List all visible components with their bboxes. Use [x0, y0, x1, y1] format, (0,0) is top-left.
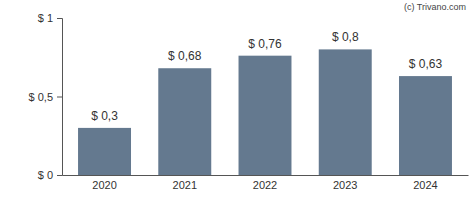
- chart: $ 0$ 0,5$ 120202021202220232024$ 0,3$ 0,…: [0, 0, 470, 200]
- bar: [319, 49, 372, 175]
- data-label: $ 0,63: [409, 57, 443, 71]
- x-tick-label: 2022: [253, 179, 277, 191]
- y-tick: $ 1: [38, 12, 62, 24]
- bar: [239, 56, 292, 175]
- x-tick: 2024: [413, 175, 437, 191]
- bar: [399, 76, 452, 175]
- data-label: $ 0,68: [168, 49, 202, 63]
- x-tick: 2022: [253, 175, 277, 191]
- data-label: $ 0,8: [332, 30, 359, 44]
- y-tick-label: $ 0,5: [29, 91, 53, 103]
- x-tick-label: 2020: [92, 179, 116, 191]
- bars: [78, 49, 452, 175]
- y-tick-label: $ 0: [38, 169, 53, 181]
- x-tick: 2021: [173, 175, 197, 191]
- y-tick-mark: [57, 18, 62, 19]
- y-axis: $ 0 $ 0,5 $ 1: [29, 12, 63, 181]
- data-label: $ 0,76: [248, 37, 282, 51]
- y-tick-label: $ 1: [38, 12, 53, 24]
- bar: [158, 68, 211, 175]
- data-label: $ 0,3: [91, 109, 118, 123]
- y-tick: $ 0,5: [29, 91, 62, 103]
- y-tick-mark: [57, 175, 62, 176]
- annotations: (c) Trivano.com: [404, 2, 466, 12]
- y-tick-mark: [57, 97, 62, 98]
- x-tick-label: 2024: [413, 179, 437, 191]
- x-axis-line: [63, 175, 469, 176]
- x-tick: 2023: [333, 175, 357, 191]
- y-axis-line: [57, 19, 63, 176]
- data-labels: $ 0,3 $ 0,68 $ 0,76 $ 0,8 $ 0,63: [91, 30, 442, 123]
- x-axis: 2020 2021 2022 2023 2024: [63, 175, 469, 191]
- copyright: (c) Trivano.com: [404, 2, 466, 12]
- x-tick-label: 2021: [173, 179, 197, 191]
- x-tick: 2020: [92, 175, 116, 191]
- bar: [78, 128, 131, 175]
- y-tick: $ 0: [38, 169, 62, 181]
- x-tick-label: 2023: [333, 179, 357, 191]
